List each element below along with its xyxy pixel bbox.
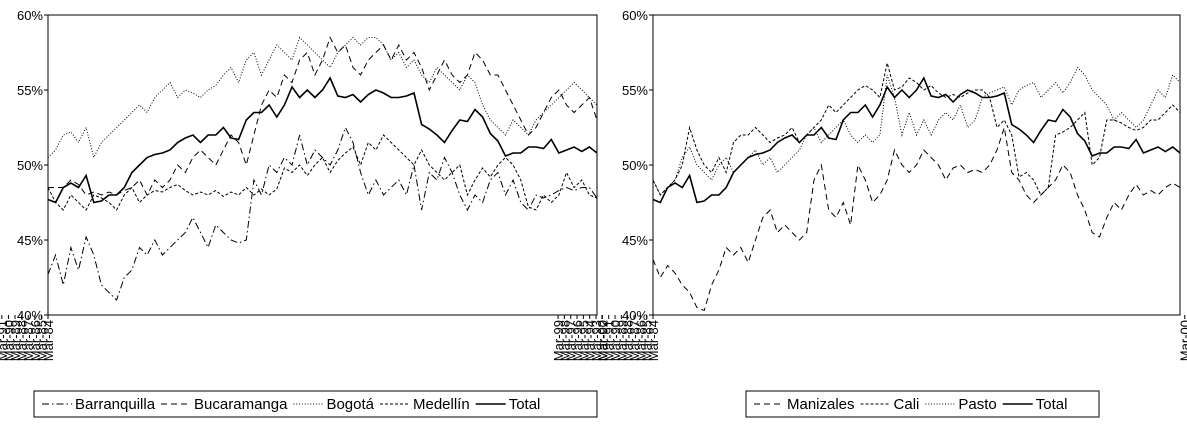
legend-box	[745, 390, 1100, 418]
plot-frame	[47, 14, 598, 316]
x-tick-label: Mar-91	[0, 320, 10, 361]
y-tick-label: 60%	[17, 8, 43, 23]
x-tick-label: Mar-00	[595, 320, 610, 361]
y-tick-label: 40%	[17, 308, 43, 323]
legend: Manizales Cali Pasto Total	[745, 390, 1100, 418]
y-tick-label: 55%	[17, 83, 43, 98]
x-tick-label: Mar-89	[8, 320, 23, 361]
legend-label: Manizales	[787, 396, 855, 413]
series-line-total	[652, 76, 1181, 204]
x-tick-label: Mar-86	[28, 320, 43, 361]
x-tick-label: Mar-00	[1178, 320, 1187, 361]
x-tick-label: Mar-88	[621, 320, 636, 361]
x-tick-label: Mar-90	[608, 320, 623, 361]
chart-panel-2: 40%45%50%55%60%Mar-84Mar-85Mar-86Mar-87M…	[551, 8, 1187, 418]
x-tick-label: Mar-86	[633, 320, 648, 361]
legend-label: Total	[509, 396, 541, 413]
legend-label: Pasto	[958, 396, 996, 413]
series-line-manizales	[652, 127, 1181, 312]
x-tick-label: Mar-85	[34, 320, 49, 361]
x-tick-label: Mar-88	[15, 320, 30, 361]
x-tick-label: Mar-93	[589, 320, 604, 361]
series-line-bogot-	[47, 36, 598, 159]
x-tick-label: Mar-92	[0, 320, 3, 361]
x-tick-label: Mar-92	[595, 320, 610, 361]
legend: Barranquilla Bucaramanga Bogotá Medellín Tot…	[33, 390, 598, 418]
legend-label: Total	[1036, 396, 1068, 413]
x-tick-label: Mar-97	[564, 320, 579, 361]
y-tick-label: 50%	[17, 158, 43, 173]
legend-label: Medellín	[413, 396, 470, 413]
x-tick-label: Mar-95	[576, 320, 591, 361]
y-tick-label: 45%	[17, 233, 43, 248]
legend-label: Bucaramanga	[194, 396, 288, 413]
legend-label: Bogotá	[326, 396, 374, 413]
legend-label: Barranquilla	[75, 396, 156, 413]
y-tick-label: 40%	[622, 308, 648, 323]
x-tick-label: Mar-98	[557, 320, 572, 361]
series-line-bucaramanga	[48, 36, 598, 197]
x-tick-label: Mar-89	[614, 320, 629, 361]
y-tick-label: 50%	[622, 158, 648, 173]
x-tick-label: Mar-91	[602, 320, 617, 361]
x-tick-label: Mar-94	[583, 320, 598, 361]
y-tick-label: 45%	[622, 233, 648, 248]
x-tick-label: Mar-99	[551, 320, 566, 361]
series-line-total	[47, 76, 598, 204]
y-tick-label: 60%	[622, 8, 648, 23]
series-line-barranquilla	[47, 126, 598, 301]
x-tick-label: Mar-90	[1, 320, 16, 361]
legend-label: Cali	[894, 396, 920, 413]
x-tick-label: Mar-84	[646, 320, 661, 361]
x-tick-label: Mar-87	[21, 320, 36, 361]
x-tick-label: Mar-84	[41, 320, 56, 361]
x-tick-label: Mar-87	[627, 320, 642, 361]
series-line-medell-n	[47, 134, 598, 211]
x-tick-label: Mar-96	[570, 320, 585, 361]
x-tick-label: Mar-85	[640, 320, 655, 361]
y-tick-label: 55%	[622, 83, 648, 98]
chart-panel-1: 40%45%50%55%60%Mar-84Mar-85Mar-86Mar-87M…	[0, 8, 610, 418]
